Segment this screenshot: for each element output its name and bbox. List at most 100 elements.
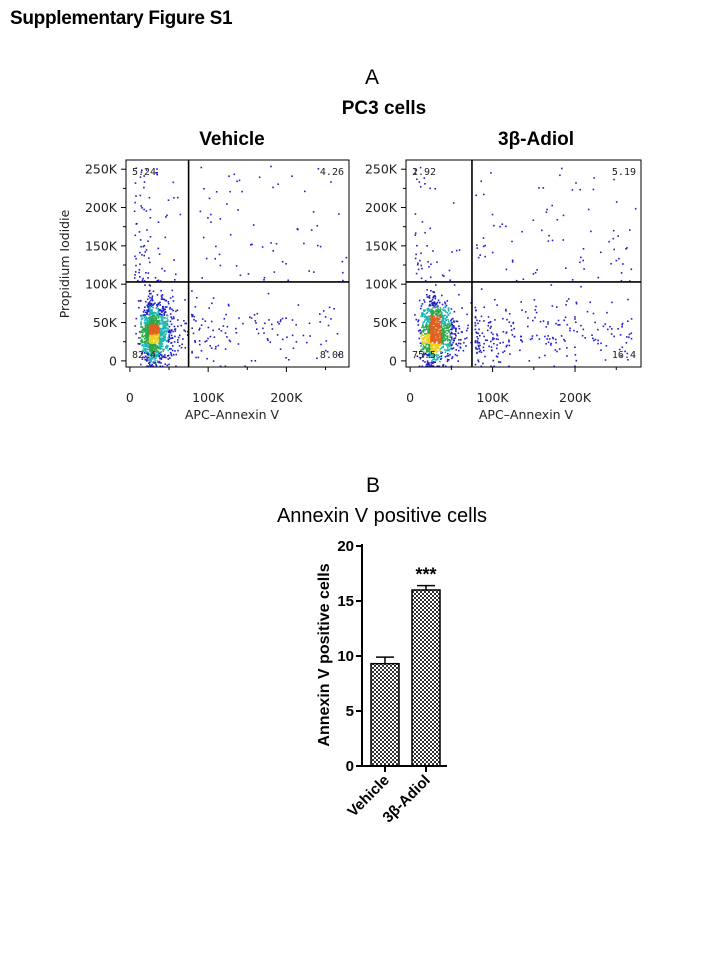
flow-event-dot	[445, 319, 448, 322]
flow-event-dot	[428, 334, 431, 336]
flow-event-dot	[547, 335, 549, 337]
flow-event-dot	[295, 341, 298, 343]
flow-event-dot	[425, 318, 427, 320]
flow-event-dot	[461, 307, 463, 309]
flow-event-dot	[439, 318, 441, 321]
flow-event-dot	[426, 311, 429, 314]
flow-event-dot	[502, 317, 504, 320]
flow-event-dot	[170, 330, 172, 332]
flow-event-dot	[134, 271, 137, 273]
flow-event-dot	[569, 327, 571, 330]
flow-event-dot	[439, 335, 441, 337]
flow-event-dot	[144, 324, 147, 326]
flow-event-dot	[310, 229, 313, 231]
flow-event-dot	[431, 353, 433, 356]
flow-event-dot	[182, 338, 184, 340]
flow-event-dot	[453, 327, 455, 329]
flow-event-dot	[446, 349, 449, 352]
flow-event-dot	[172, 345, 174, 347]
flow-event-dot	[430, 349, 432, 352]
flow-event-dot	[437, 317, 440, 320]
flow-event-dot	[157, 338, 160, 340]
flow-event-dot	[172, 300, 175, 302]
flow-event-dot	[135, 332, 137, 335]
flow-event-dot	[149, 336, 151, 338]
flow-event-dot	[166, 329, 168, 332]
flow-event-dot	[439, 310, 442, 313]
flow-event-dot	[143, 356, 146, 359]
flow-event-dot	[150, 326, 152, 329]
flow-event-dot	[445, 326, 448, 328]
flow-event-dot	[491, 338, 494, 341]
flow-event-dot	[622, 263, 624, 265]
flow-event-dot	[433, 291, 435, 293]
flow-event-dot	[444, 301, 446, 304]
flow-event-dot	[267, 292, 270, 295]
flow-event-dot	[437, 350, 439, 353]
flow-event-dot	[613, 178, 615, 181]
flow-event-dot	[497, 338, 499, 341]
flow-event-dot	[159, 308, 161, 311]
flow-event-dot	[161, 329, 164, 331]
flow-event-dot	[433, 347, 436, 350]
flow-event-dot	[433, 331, 435, 333]
flow-event-dot	[156, 338, 158, 341]
flow-event-dot	[144, 358, 147, 361]
flow-event-dot	[435, 328, 437, 330]
flow-event-dot	[551, 239, 554, 242]
flow-event-dot	[429, 303, 431, 306]
flow-event-dot	[163, 355, 165, 358]
flow-event-dot	[420, 332, 423, 335]
flow-event-dot	[151, 341, 154, 344]
flow-event-dot	[437, 327, 440, 330]
flow-event-dot	[143, 352, 146, 354]
flow-event-dot	[432, 353, 434, 355]
flow-event-dot	[170, 353, 173, 356]
flow-event-dot	[156, 313, 158, 316]
flow-event-dot	[171, 349, 174, 352]
flow-event-dot	[547, 321, 549, 323]
flow-event-dot	[422, 341, 425, 344]
flow-event-dot	[440, 323, 443, 325]
flow-event-dot	[421, 303, 424, 305]
flow-event-dot	[423, 309, 425, 311]
flow-event-dot	[557, 324, 559, 326]
flow-event-dot	[235, 327, 237, 330]
y-tick-label: 150K	[365, 238, 398, 253]
flow-event-dot	[154, 332, 157, 335]
flow-event-dot	[143, 329, 146, 331]
flow-event-dot	[436, 315, 438, 317]
flow-event-dot	[534, 309, 537, 311]
flow-event-dot	[247, 273, 250, 275]
flow-event-dot	[150, 313, 152, 315]
flow-event-dot	[430, 290, 432, 292]
flow-event-dot	[420, 349, 422, 352]
flow-event-dot	[220, 330, 223, 332]
flow-event-dot	[155, 346, 157, 348]
flow-event-dot	[141, 169, 143, 171]
flow-event-dot	[226, 336, 228, 338]
flow-event-dot	[597, 342, 599, 345]
flow-event-dot	[428, 266, 430, 268]
flow-event-dot	[160, 309, 163, 312]
flow-event-dot	[156, 360, 159, 362]
flow-event-dot	[505, 308, 507, 311]
flow-event-dot	[423, 299, 425, 301]
flow-event-dot	[155, 317, 157, 319]
flow-event-dot	[177, 349, 179, 352]
flow-event-dot	[424, 334, 427, 337]
flow-event-dot	[448, 359, 450, 361]
flow-event-dot	[147, 295, 150, 297]
flow-event-dot	[254, 360, 257, 362]
flow-event-dot	[434, 304, 437, 306]
flow-event-dot	[210, 320, 213, 323]
quadrant-lower-right: 16.4	[612, 350, 636, 361]
flow-event-dot	[434, 340, 437, 342]
flow-event-dot	[153, 312, 156, 315]
flow-event-dot	[149, 284, 152, 287]
flow-event-dot	[425, 324, 427, 326]
flow-event-dot	[208, 307, 210, 309]
flow-event-dot	[462, 349, 465, 352]
flow-event-dot	[417, 330, 420, 332]
flow-event-dot	[161, 322, 164, 325]
